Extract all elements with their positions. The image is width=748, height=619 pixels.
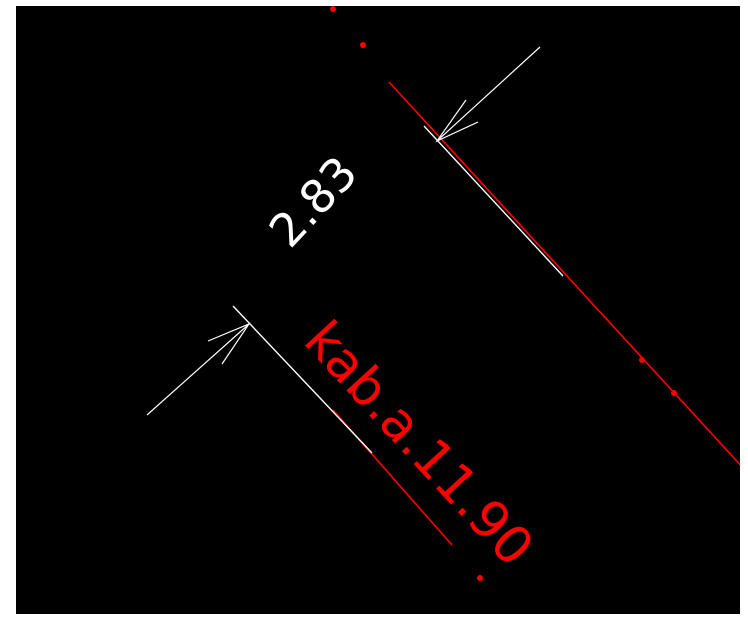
dimension-leader-lower[interactable] xyxy=(146,323,250,416)
cable-point-4[interactable] xyxy=(671,390,677,396)
cable-point-3[interactable] xyxy=(639,357,645,363)
cad-canvas[interactable] xyxy=(16,6,740,614)
arrowhead-upper xyxy=(435,99,479,143)
dimension-value[interactable]: 2.83 xyxy=(259,146,368,258)
cable-point-1[interactable] xyxy=(330,6,336,12)
cable-point-2[interactable] xyxy=(360,42,366,48)
extension-line-upper[interactable] xyxy=(423,125,564,277)
arrowhead-lower xyxy=(207,322,251,365)
cable-line-upper[interactable] xyxy=(388,81,745,470)
dimension-leader-upper[interactable] xyxy=(436,46,541,142)
extension-line-lower[interactable] xyxy=(232,305,373,454)
cable-point-5[interactable] xyxy=(477,575,483,581)
cable-label[interactable]: kab.a.11.90 xyxy=(292,310,544,578)
